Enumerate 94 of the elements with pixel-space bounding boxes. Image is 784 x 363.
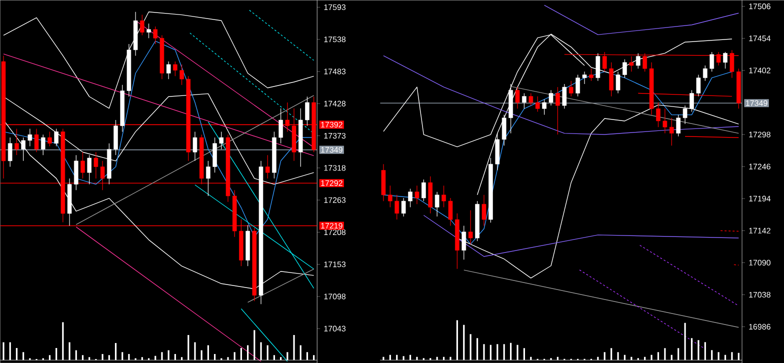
candlestick [34, 128, 39, 152]
candlestick [414, 185, 420, 204]
line-series [544, 4, 740, 35]
candlestick [616, 71, 620, 94]
y-tick-label: 17246 [749, 164, 770, 170]
candlestick [442, 185, 446, 208]
ref-line-label: 17349 [321, 146, 342, 152]
candlestick [173, 61, 178, 76]
candlestick [394, 194, 400, 220]
candlestick [28, 128, 32, 146]
y-tick-label: 17318 [324, 164, 346, 171]
ref-line-label: 17219 [321, 222, 342, 228]
line-series [423, 214, 740, 257]
line-series [3, 40, 314, 238]
candlestick [74, 154, 78, 190]
candlestick [48, 131, 52, 146]
candlestick [528, 92, 534, 106]
y-tick-label: 17593 [324, 4, 346, 10]
y-tick-label: 17483 [324, 68, 346, 74]
y-tick-label: 17153 [324, 261, 346, 268]
candlestick [568, 80, 574, 96]
y-tick-label: 17402 [749, 67, 770, 74]
candlestick [636, 52, 640, 69]
y-tick-label: 16986 [749, 324, 770, 330]
candlestick [656, 102, 660, 128]
candlestick [206, 160, 210, 196]
y-tick-label: 17194 [749, 196, 771, 202]
candlestick [401, 198, 406, 217]
candlestick [502, 114, 506, 146]
candlestick [408, 188, 412, 208]
candlestick [8, 137, 12, 167]
candlestick [54, 128, 58, 146]
candlestick [576, 74, 580, 96]
y-tick-label: 17043 [324, 326, 346, 332]
ref-line-label: 17292 [321, 180, 342, 186]
candlestick [166, 61, 171, 80]
candlestick [702, 65, 708, 82]
candlestick [622, 58, 627, 78]
y-tick-label: 17373 [324, 132, 346, 138]
candlestick [388, 185, 392, 208]
candlestick [676, 114, 681, 137]
candlestick [434, 191, 440, 217]
candlestick [305, 96, 310, 126]
candlestick [219, 131, 224, 150]
candlestick [94, 152, 98, 179]
y-tick-label: 17098 [324, 294, 346, 300]
candlestick [589, 68, 594, 82]
candlestick [265, 154, 270, 179]
candlestick [21, 137, 26, 162]
y-tick-label: 17506 [749, 3, 770, 10]
candlestick [609, 62, 614, 96]
candlestick [180, 64, 184, 86]
y-tick-label: 17298 [749, 132, 770, 138]
candlestick [662, 108, 668, 134]
candlestick [548, 90, 554, 106]
candlestick [40, 134, 46, 156]
candlestick [522, 92, 526, 109]
y-tick-label: 17090 [749, 260, 770, 266]
candlestick [448, 198, 453, 226]
ref-line-label: 17392 [321, 122, 342, 128]
candlestick [596, 52, 600, 82]
ref-line-label: 17349 [746, 100, 768, 106]
candlestick [562, 84, 567, 109]
candlestick [192, 131, 198, 162]
candlestick [212, 137, 217, 173]
y-tick-label: 17428 [324, 100, 346, 106]
y-tick-label: 17263 [324, 197, 346, 203]
y-tick-label: 17142 [749, 228, 770, 234]
candlestick [542, 98, 546, 115]
candlestick [696, 74, 701, 96]
line-series [3, 11, 314, 109]
y-tick-label: 17454 [749, 35, 771, 42]
candlestick [146, 23, 151, 38]
candlestick [582, 71, 587, 84]
candlestick [482, 194, 486, 226]
candlestick [422, 179, 426, 202]
candlestick [669, 117, 674, 146]
candlestick [114, 120, 118, 156]
line-series [383, 55, 740, 135]
candlestick [556, 86, 560, 135]
y-tick-label: 17538 [324, 36, 346, 42]
candlestick [468, 210, 473, 244]
candlestick [535, 96, 540, 112]
candlestick [80, 152, 85, 179]
candlestick [723, 52, 728, 69]
candlestick [153, 26, 158, 44]
candlestick [462, 225, 466, 260]
y-tick-label: 17208 [324, 229, 346, 235]
candlestick [278, 108, 283, 144]
y-tick-label: 17038 [749, 292, 770, 298]
candlestick [140, 14, 144, 36]
candlestick [710, 52, 714, 72]
candlestick [14, 128, 19, 156]
candlestick [515, 86, 520, 109]
